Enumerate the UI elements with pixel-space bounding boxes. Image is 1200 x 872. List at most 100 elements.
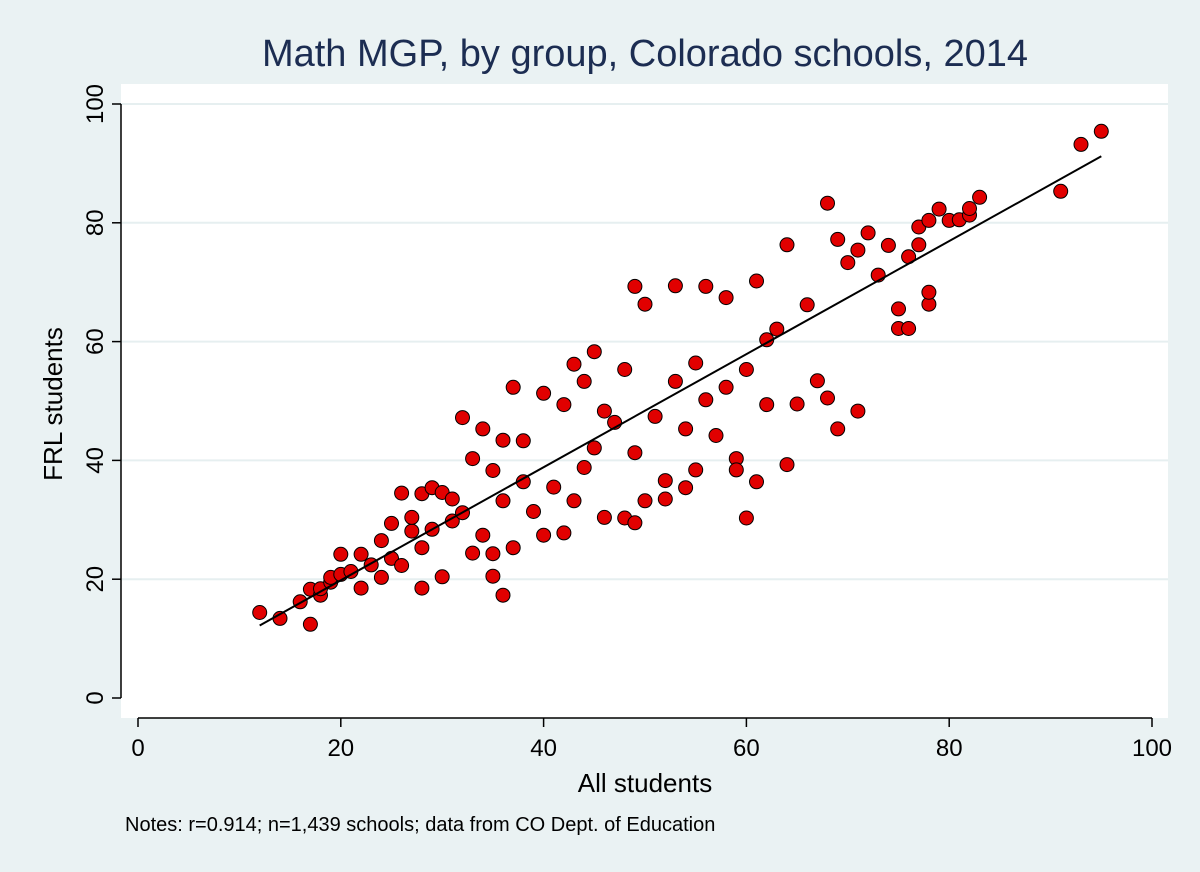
scatter-point: [667, 373, 683, 389]
scatter-point: [576, 373, 592, 389]
scatter-point: [809, 373, 825, 389]
scatter-point: [475, 527, 491, 543]
scatter-point: [1073, 136, 1089, 152]
scatter-point: [921, 284, 937, 300]
scatter-point: [1093, 123, 1109, 139]
scatter-point: [738, 510, 754, 526]
scatter-point: [830, 231, 846, 247]
y-tick-label-0: 0: [82, 691, 109, 704]
fit-line-layer: [259, 155, 1102, 627]
scatter-point: [536, 385, 552, 401]
axes: [112, 103, 1153, 727]
scatter-point: [566, 356, 582, 372]
scatter-point: [698, 278, 714, 294]
scatter-point: [414, 540, 430, 556]
grid-lines: [121, 103, 1168, 581]
scatter-point: [576, 460, 592, 475]
scatter-point: [475, 421, 491, 437]
scatter-point: [749, 474, 764, 490]
scatter-point: [404, 509, 420, 525]
x-tick-label-20: 20: [327, 735, 354, 762]
x-tick-label-100: 100: [1132, 735, 1172, 762]
scatter-point: [556, 525, 572, 541]
scatter-point: [627, 278, 643, 294]
scatter-point: [505, 540, 521, 556]
scatter-point: [586, 440, 602, 456]
plot-area: [121, 84, 1168, 718]
scatter-point: [728, 462, 744, 478]
scatter-point: [485, 546, 501, 562]
scatter-point: [779, 457, 795, 473]
scatter-point: [627, 515, 643, 531]
scatter-point: [698, 392, 714, 408]
scatter-point: [252, 605, 268, 620]
scatter-point: [688, 462, 704, 478]
scatter-point: [718, 379, 734, 395]
scatter-point: [779, 237, 795, 253]
data-points: [252, 123, 1109, 632]
scatter-point: [617, 362, 633, 377]
y-tick-label-40: 40: [82, 447, 109, 474]
y-tick-label-80: 80: [82, 209, 109, 236]
y-tick-label-20: 20: [82, 566, 109, 593]
scatter-point: [637, 493, 653, 509]
scatter-point: [749, 273, 764, 289]
scatter-point: [708, 428, 724, 443]
scatter-point: [333, 546, 349, 562]
scatter-point: [799, 297, 815, 313]
scatter-point: [404, 523, 420, 539]
scatter-point: [789, 396, 805, 412]
scatter-point: [596, 509, 612, 525]
scatter-point: [394, 558, 410, 573]
scatter-point: [353, 580, 369, 596]
x-tick-label-0: 0: [131, 735, 144, 762]
scatter-point: [455, 410, 470, 426]
scatter-point: [586, 344, 602, 360]
scatter-point: [972, 189, 988, 205]
scatter-point: [495, 587, 511, 603]
y-tick-label-60: 60: [82, 328, 109, 355]
scatter-point: [373, 533, 389, 549]
chart-title: Math MGP, by group, Colorado schools, 20…: [262, 33, 1028, 75]
scatter-point: [850, 242, 866, 258]
scatter-point: [759, 397, 775, 413]
scatter-point: [495, 493, 511, 509]
scatter-point: [657, 473, 673, 489]
scatter-point: [678, 421, 694, 437]
scatter-point: [302, 616, 318, 632]
scatter-point: [962, 201, 977, 216]
scatter-point: [647, 408, 663, 424]
scatter-point: [526, 504, 541, 519]
scatter-point: [465, 451, 481, 467]
scatter-point: [830, 421, 846, 437]
scatter-point: [1053, 183, 1069, 199]
scatter-point: [566, 493, 582, 509]
x-axis-title: All students: [578, 768, 712, 798]
scatter-point: [901, 321, 917, 336]
chart-note: Notes: r=0.914; n=1,439 schools; data fr…: [125, 814, 715, 836]
scatter-point: [891, 301, 906, 317]
scatter-point: [820, 390, 835, 406]
scatter-point: [657, 491, 673, 507]
fit-line: [259, 155, 1102, 627]
x-tick-label-60: 60: [733, 735, 760, 762]
scatter-point: [495, 432, 511, 448]
scatter-point: [465, 545, 481, 561]
scatter-point: [384, 515, 399, 531]
scatter-point: [688, 355, 704, 371]
scatter-point: [860, 225, 876, 241]
scatter-point: [485, 568, 501, 584]
scatter-point: [627, 445, 643, 461]
scatter-point: [546, 479, 562, 495]
scatter-point: [911, 237, 927, 253]
scatter-point: [931, 201, 947, 217]
scatter-point: [840, 255, 856, 271]
scatter-point: [353, 546, 369, 562]
scatter-point: [444, 491, 460, 507]
scatter-point: [505, 379, 521, 395]
scatter-point: [515, 433, 531, 449]
scatter-point: [556, 397, 572, 413]
x-tick-label-40: 40: [530, 735, 557, 762]
